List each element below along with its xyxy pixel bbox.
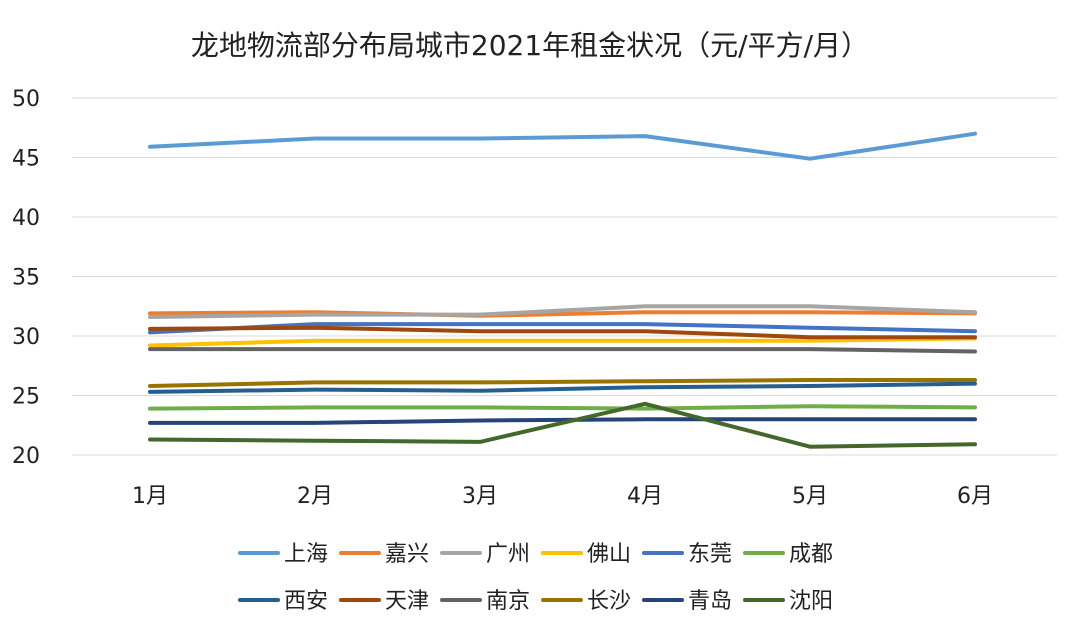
y-tick-label: 45 bbox=[12, 147, 40, 172]
legend-label: 南京 bbox=[486, 589, 530, 614]
legend-item: 长沙 bbox=[541, 589, 631, 614]
series-line bbox=[148, 347, 977, 354]
chart-title: 龙地物流部分布局城市2021年租金状况（元/平方/月） bbox=[191, 29, 869, 62]
legend-label: 西安 bbox=[284, 589, 328, 614]
series-line bbox=[148, 131, 977, 161]
legend-label: 天津 bbox=[385, 589, 429, 614]
legend-item: 青岛 bbox=[642, 589, 732, 614]
legend-item: 沈阳 bbox=[743, 589, 833, 614]
x-axis-ticks: 1月 2月 3月 4月 5月 6月 bbox=[132, 484, 993, 509]
y-tick-label: 40 bbox=[12, 206, 40, 231]
legend-item: 广州 bbox=[440, 542, 530, 567]
legend-label: 东莞 bbox=[688, 542, 732, 567]
legend-label: 嘉兴 bbox=[385, 542, 429, 567]
series-line bbox=[148, 404, 977, 411]
legend-label: 佛山 bbox=[587, 542, 631, 567]
series-line bbox=[148, 304, 977, 319]
series-line bbox=[148, 378, 977, 388]
legend-label: 成都 bbox=[789, 542, 833, 567]
legend-label: 青岛 bbox=[688, 589, 732, 614]
legend-label: 沈阳 bbox=[789, 589, 833, 614]
legend-item: 天津 bbox=[339, 589, 429, 614]
series-lines bbox=[148, 131, 977, 449]
series-line bbox=[148, 336, 977, 348]
y-tick-label: 50 bbox=[12, 87, 40, 112]
x-tick-label: 2月 bbox=[297, 484, 333, 509]
y-tick-label: 25 bbox=[12, 385, 40, 410]
x-tick-label: 4月 bbox=[627, 484, 663, 509]
legend-item: 嘉兴 bbox=[339, 542, 429, 567]
legend-item: 西安 bbox=[238, 589, 328, 614]
series-line bbox=[148, 401, 977, 449]
x-tick-label: 5月 bbox=[792, 484, 828, 509]
legend-item: 东莞 bbox=[642, 542, 732, 567]
legend-label: 广州 bbox=[486, 542, 530, 567]
x-tick-label: 6月 bbox=[957, 484, 993, 509]
y-tick-label: 35 bbox=[12, 266, 40, 291]
legend-item: 佛山 bbox=[541, 542, 631, 567]
legend-item: 南京 bbox=[440, 589, 530, 614]
gridlines bbox=[72, 97, 1057, 456]
series-line bbox=[148, 325, 977, 340]
legend-label: 长沙 bbox=[587, 589, 631, 614]
legend-item: 成都 bbox=[743, 542, 833, 567]
series-line bbox=[148, 322, 977, 335]
series-line bbox=[148, 381, 977, 394]
legend-item: 上海 bbox=[238, 542, 328, 567]
series-line bbox=[148, 417, 977, 425]
x-tick-label: 1月 bbox=[132, 484, 168, 509]
y-axis-ticks: 20 25 30 35 40 45 50 bbox=[12, 87, 40, 469]
series-line bbox=[148, 310, 977, 318]
y-tick-label: 30 bbox=[12, 325, 40, 350]
x-tick-label: 3月 bbox=[462, 484, 498, 509]
legend-label: 上海 bbox=[284, 542, 328, 567]
y-tick-label: 20 bbox=[12, 444, 40, 469]
